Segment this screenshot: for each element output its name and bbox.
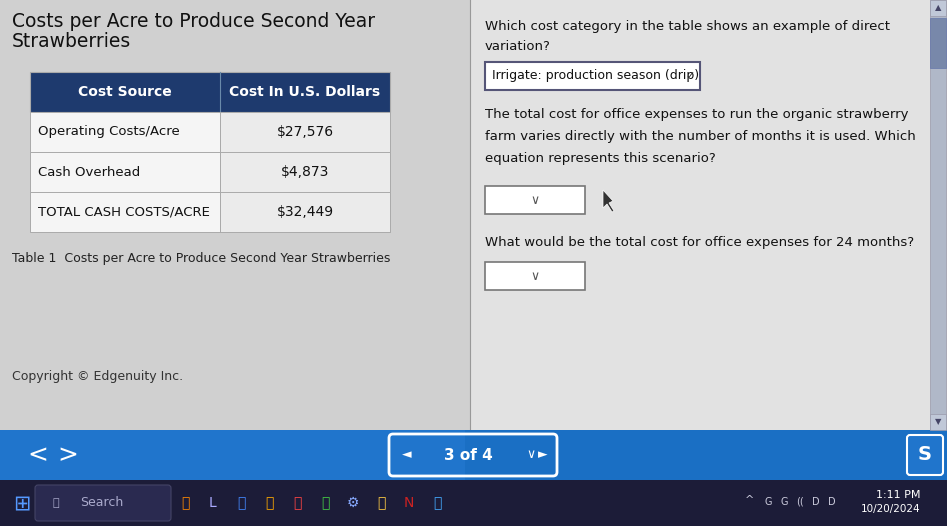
- Bar: [30, 192, 390, 232]
- Text: ∨: ∨: [530, 194, 540, 207]
- Bar: [930, 18, 946, 68]
- Text: 🖥: 🖥: [377, 496, 385, 510]
- Text: 1:11 PM: 1:11 PM: [875, 490, 920, 500]
- Bar: [930, 0, 946, 16]
- Text: Cost Source: Cost Source: [78, 85, 171, 99]
- Bar: [0, 430, 947, 480]
- Text: Operating Costs/Acre: Operating Costs/Acre: [38, 126, 180, 138]
- Bar: [220, 112, 390, 152]
- Text: Costs per Acre to Produce Second Year: Costs per Acre to Produce Second Year: [12, 12, 375, 31]
- Text: variation?: variation?: [485, 40, 551, 53]
- Text: ∨: ∨: [527, 449, 536, 461]
- Text: 🌐: 🌐: [181, 496, 189, 510]
- Text: What would be the total cost for office expenses for 24 months?: What would be the total cost for office …: [485, 236, 914, 249]
- Text: Irrigate: production season (drip): Irrigate: production season (drip): [492, 69, 699, 83]
- FancyBboxPatch shape: [485, 62, 700, 90]
- Text: 👥: 👥: [237, 496, 245, 510]
- Text: $32,449: $32,449: [277, 205, 333, 219]
- Text: 🌐: 🌐: [433, 496, 441, 510]
- Text: G: G: [780, 497, 788, 507]
- Bar: [220, 192, 390, 232]
- Text: <: <: [27, 443, 48, 467]
- Text: 3 of 4: 3 of 4: [443, 448, 492, 462]
- Text: ✓: ✓: [686, 71, 695, 81]
- Text: Search: Search: [80, 497, 123, 510]
- Text: 🔍: 🔍: [53, 498, 60, 508]
- Text: L: L: [209, 496, 217, 510]
- Bar: [30, 152, 390, 192]
- Bar: [30, 112, 390, 152]
- Text: Table 1  Costs per Acre to Produce Second Year Strawberries: Table 1 Costs per Acre to Produce Second…: [12, 252, 390, 265]
- Text: Cash Overhead: Cash Overhead: [38, 166, 140, 178]
- Text: 10/20/2024: 10/20/2024: [861, 504, 920, 514]
- Text: D: D: [813, 497, 820, 507]
- Text: equation represents this scenario?: equation represents this scenario?: [485, 152, 716, 165]
- Bar: [930, 0, 946, 430]
- FancyBboxPatch shape: [485, 186, 585, 214]
- Text: 🟢: 🟢: [321, 496, 330, 510]
- Text: ⚙: ⚙: [347, 496, 359, 510]
- Text: $4,873: $4,873: [281, 165, 330, 179]
- FancyBboxPatch shape: [485, 262, 585, 290]
- Text: Copyright © Edgenuity Inc.: Copyright © Edgenuity Inc.: [12, 370, 183, 383]
- Text: ▲: ▲: [935, 4, 941, 13]
- Text: D: D: [829, 497, 836, 507]
- Text: TOTAL CASH COSTS/ACRE: TOTAL CASH COSTS/ACRE: [38, 206, 210, 218]
- Bar: [0, 430, 465, 480]
- Bar: [30, 72, 390, 112]
- Text: ∨: ∨: [530, 269, 540, 282]
- Text: S: S: [918, 446, 932, 464]
- Text: farm varies directly with the number of months it is used. Which: farm varies directly with the number of …: [485, 130, 916, 143]
- Text: G: G: [764, 497, 772, 507]
- Bar: [0, 0, 470, 430]
- Bar: [220, 152, 390, 192]
- Polygon shape: [603, 190, 614, 212]
- Text: 📁: 📁: [265, 496, 273, 510]
- Text: 🔴: 🔴: [293, 496, 301, 510]
- Text: >: >: [58, 443, 79, 467]
- Text: ^: ^: [745, 495, 755, 505]
- Text: ►: ►: [538, 449, 547, 461]
- FancyBboxPatch shape: [35, 485, 171, 521]
- Text: The total cost for office expenses to run the organic strawberry: The total cost for office expenses to ru…: [485, 108, 908, 121]
- Text: Cost In U.S. Dollars: Cost In U.S. Dollars: [229, 85, 381, 99]
- Text: Which cost category in the table shows an example of direct: Which cost category in the table shows a…: [485, 20, 890, 33]
- FancyBboxPatch shape: [907, 435, 943, 475]
- Bar: [0, 480, 947, 526]
- Text: $27,576: $27,576: [277, 125, 333, 139]
- Text: Strawberries: Strawberries: [12, 32, 132, 51]
- Bar: [930, 414, 946, 430]
- Text: ◄: ◄: [402, 449, 412, 461]
- Text: ⊞: ⊞: [13, 493, 30, 513]
- Bar: [0, 480, 947, 526]
- Text: N: N: [403, 496, 414, 510]
- Text: ▼: ▼: [935, 418, 941, 427]
- Text: ((: ((: [796, 497, 804, 507]
- Bar: [470, 0, 947, 430]
